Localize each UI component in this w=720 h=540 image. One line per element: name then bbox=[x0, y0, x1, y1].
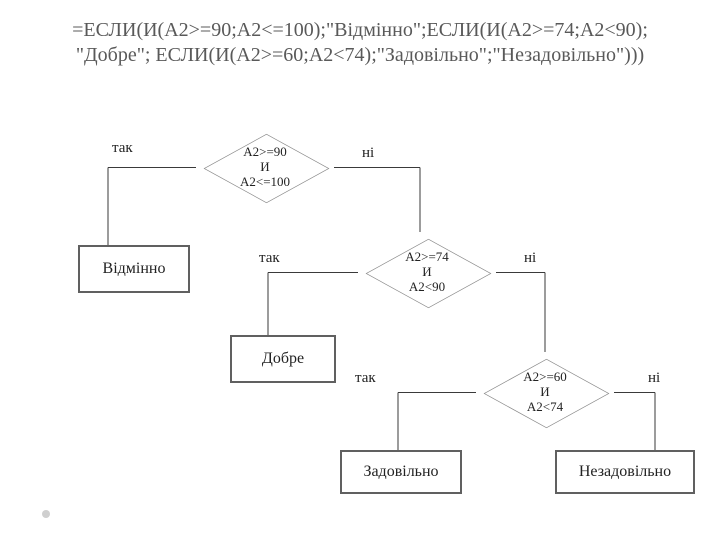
decision-d3: A2>=60 И A2<74 bbox=[470, 350, 620, 435]
result-box-b4: Незадовільно bbox=[555, 450, 695, 494]
formula-text: =ЕСЛИ(И(A2>=90;A2<=100);"Відмінно";ЕСЛИ(… bbox=[0, 18, 720, 68]
slide-bullet bbox=[42, 510, 50, 518]
result-text: Добре bbox=[262, 350, 304, 368]
result-text: Незадовільно bbox=[579, 463, 671, 481]
no-label: ні bbox=[648, 370, 660, 387]
result-box-b2: Добре bbox=[230, 335, 336, 383]
no-label: ні bbox=[362, 145, 374, 162]
decision-text: A2>=74 И A2<90 bbox=[405, 250, 449, 295]
yes-label: так bbox=[259, 250, 280, 267]
decision-d2: A2>=74 И A2<90 bbox=[352, 230, 502, 315]
result-box-b1: Відмінно bbox=[78, 245, 190, 293]
decision-text: A2>=90 И A2<=100 bbox=[240, 145, 290, 190]
yes-label: так bbox=[355, 370, 376, 387]
result-text: Відмінно bbox=[103, 260, 166, 278]
decision-d1: A2>=90 И A2<=100 bbox=[190, 125, 340, 210]
yes-label: так bbox=[112, 140, 133, 157]
decision-text: A2>=60 И A2<74 bbox=[523, 370, 567, 415]
result-box-b3: Задовільно bbox=[340, 450, 462, 494]
no-label: ні bbox=[524, 250, 536, 267]
result-text: Задовільно bbox=[363, 463, 438, 481]
